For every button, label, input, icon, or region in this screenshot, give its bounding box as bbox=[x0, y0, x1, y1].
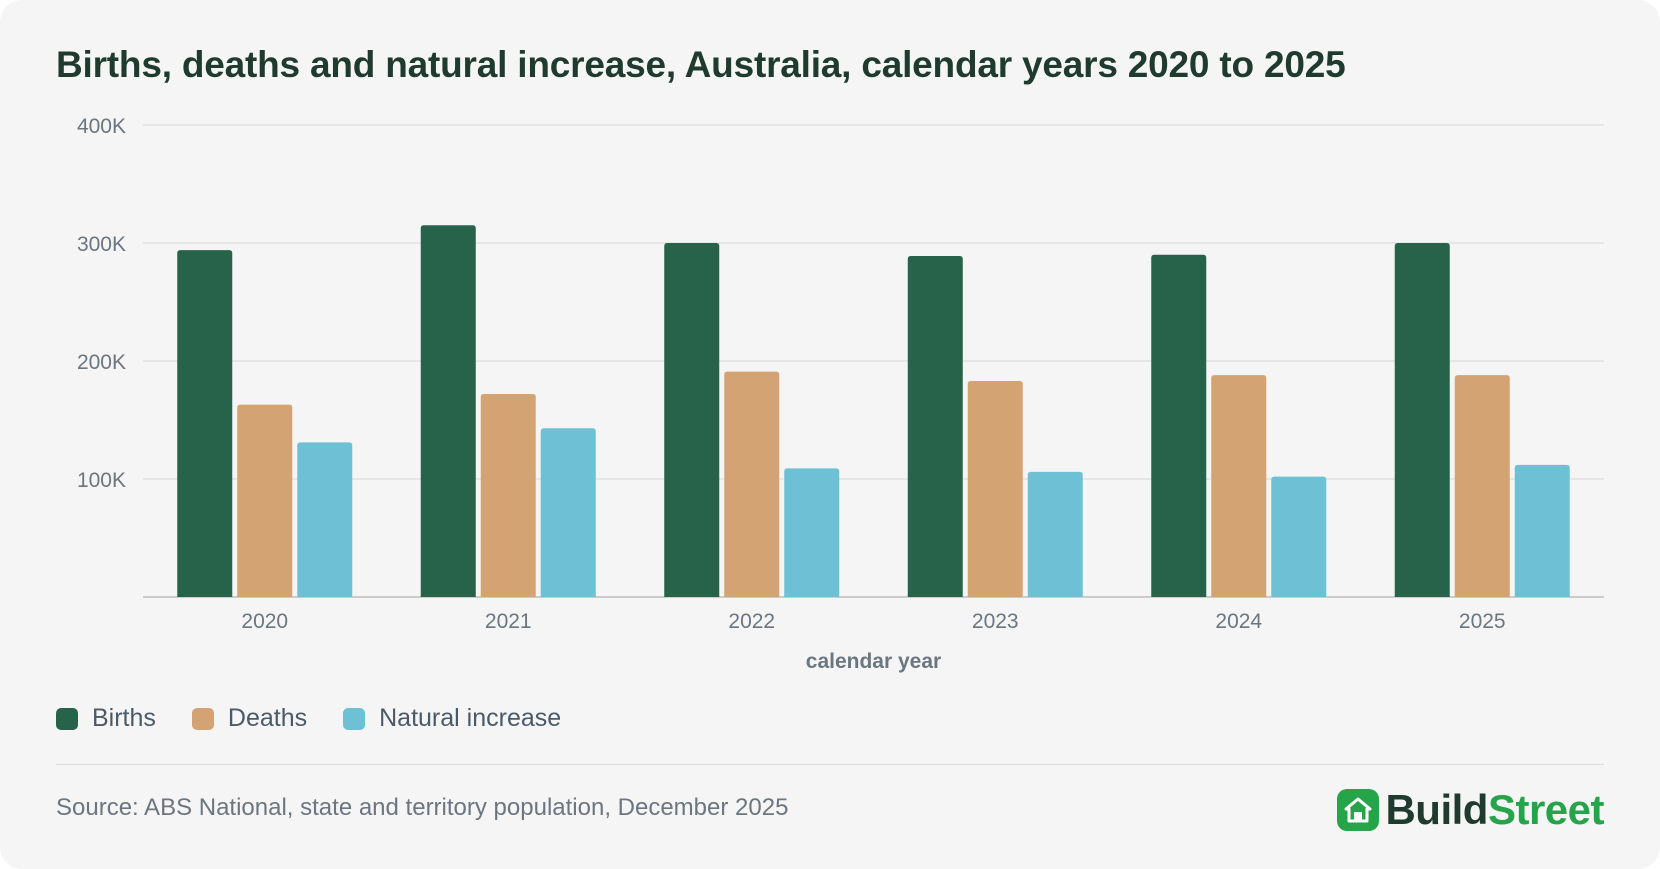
brand-name-part1: Build bbox=[1385, 786, 1488, 833]
x-tick-label: 2025 bbox=[1459, 610, 1506, 633]
bar-natural-increase-2024 bbox=[1271, 476, 1327, 597]
legend-item: Births bbox=[56, 704, 156, 733]
bar-natural-increase-2025 bbox=[1514, 464, 1570, 597]
bar-deaths-2024 bbox=[1211, 375, 1267, 597]
x-tick-label: 2021 bbox=[485, 610, 532, 633]
legend: Births Deaths Natural increase bbox=[56, 704, 597, 733]
chart-title: Births, deaths and natural increase, Aus… bbox=[56, 44, 1346, 85]
legend-item: Deaths bbox=[191, 704, 308, 733]
bar-deaths-2025 bbox=[1454, 375, 1510, 597]
bar-natural-increase-2021 bbox=[540, 428, 596, 597]
legend-label: Natural increase bbox=[379, 704, 562, 732]
x-tick-label: 2022 bbox=[728, 610, 775, 633]
legend-label: Births bbox=[92, 704, 156, 732]
axis-labels: 100K 200K 300K 400K 2020 2021 2022 2023 2024 2025… bbox=[77, 115, 1506, 673]
bar-natural-increase-2020 bbox=[297, 442, 353, 597]
bar-deaths-2020 bbox=[237, 404, 293, 597]
gridlines bbox=[143, 124, 1604, 598]
bar-births-2020 bbox=[177, 250, 233, 597]
x-tick-label: 2024 bbox=[1215, 610, 1262, 633]
bar-births-2022 bbox=[664, 243, 720, 597]
legend-label: Deaths bbox=[227, 704, 308, 732]
bar-deaths-2021 bbox=[480, 394, 536, 597]
bar-births-2024 bbox=[1151, 254, 1207, 598]
x-tick-label: 2020 bbox=[241, 610, 288, 633]
bar-births-2021 bbox=[420, 225, 476, 598]
bar-chart: 100K 200K 300K 400K 2020 2021 2022 2023 2024 2025… bbox=[77, 115, 1604, 673]
brand-logo: Build Street bbox=[1337, 786, 1605, 834]
y-tick-label: 200K bbox=[77, 351, 126, 374]
x-axis-title: calendar year bbox=[806, 650, 941, 673]
house-icon bbox=[1337, 789, 1380, 831]
x-tick-label: 2023 bbox=[972, 610, 1019, 633]
bar-deaths-2023 bbox=[967, 381, 1023, 597]
bars bbox=[177, 225, 1570, 598]
y-tick-label: 400K bbox=[77, 115, 126, 138]
y-tick-label: 100K bbox=[77, 469, 126, 492]
bar-births-2023 bbox=[907, 255, 963, 598]
divider bbox=[56, 764, 1604, 765]
y-tick-label: 300K bbox=[77, 233, 126, 256]
legend-swatch bbox=[191, 707, 214, 730]
source-note: Source: ABS National, state and territor… bbox=[56, 794, 789, 821]
legend-item: Natural increase bbox=[343, 704, 561, 733]
legend-swatch bbox=[56, 707, 78, 730]
legend-swatch bbox=[343, 707, 366, 730]
bar-deaths-2022 bbox=[724, 371, 780, 597]
bar-natural-increase-2023 bbox=[1027, 471, 1083, 597]
bar-natural-increase-2022 bbox=[784, 468, 840, 597]
bar-births-2025 bbox=[1394, 243, 1450, 597]
brand-name-part2: Street bbox=[1487, 786, 1605, 833]
